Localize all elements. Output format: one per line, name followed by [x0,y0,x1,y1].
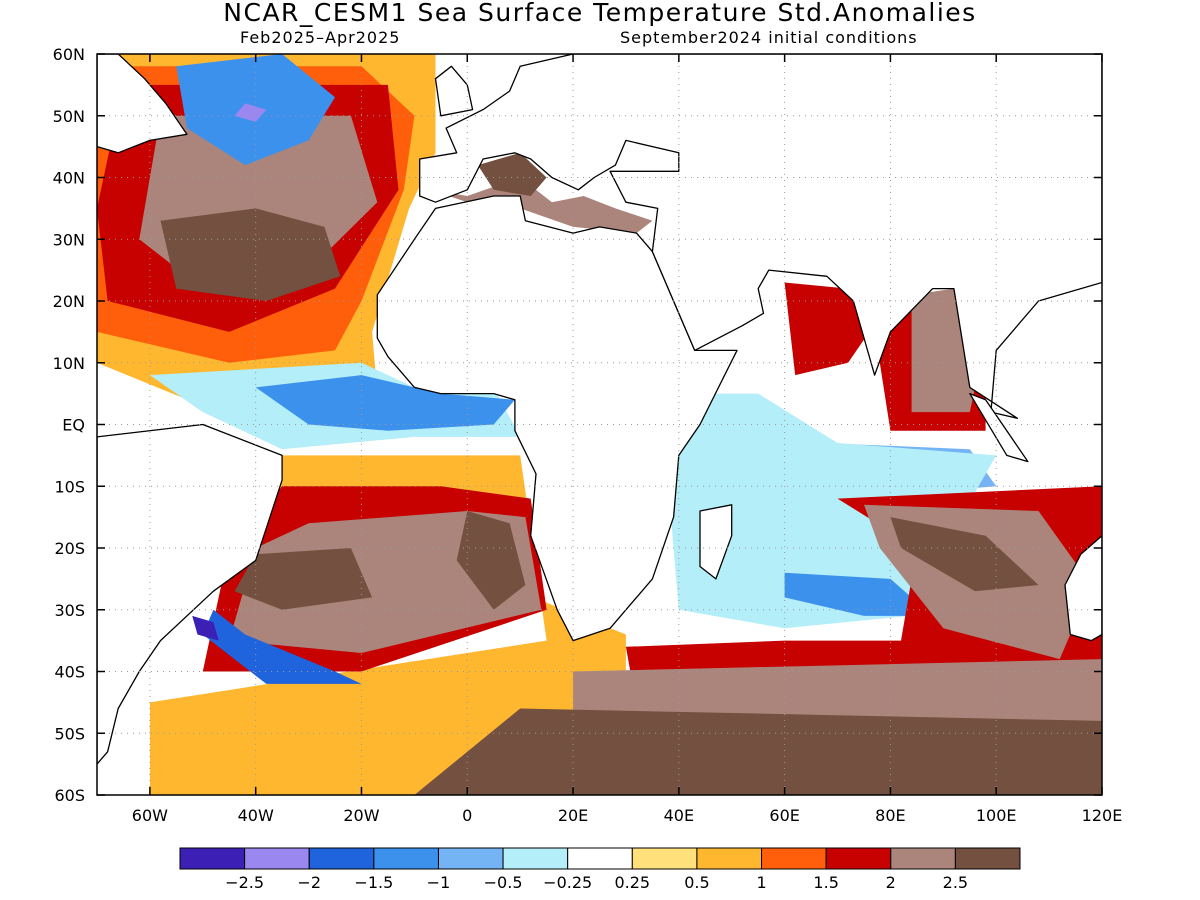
forecast-period-label: Feb2025–Apr2025 [240,28,401,47]
colorbar-swatch [890,847,956,870]
landmass-britain [434,65,474,117]
colorbar-swatch [308,847,375,870]
longitude-axis: 60W 40W 20W 0 20E 40E 60E 80E 100E 120E [132,54,1123,825]
colorbar-label: 0.25 [614,873,650,892]
anomaly-region [234,548,373,610]
lon-tick-label: 100E [976,806,1017,825]
lat-tick-label: EQ [62,416,85,435]
colorbar-label: −2 [297,873,321,892]
map-title: NCAR_CESM1 Sea Surface Temperature Std.A… [223,0,977,27]
lat-tick-label: 40N [53,169,85,188]
anomaly-region [784,572,933,616]
initial-conditions-label: September2024 initial conditions [620,28,918,47]
landmass-south-america [97,423,283,765]
colorbar-label: 1.5 [813,873,838,892]
colorbar-label: −1 [427,873,451,892]
lon-tick-label: 60E [769,806,799,825]
anomaly-region [234,103,267,122]
lat-tick-label: 20S [54,539,85,558]
lat-tick-label: 30N [53,230,85,249]
latitude-axis: 60N 50N 40N 30N 20N 10N EQ 10S 20S 30S 40S 50S 60S [53,45,1102,805]
colorbar-label: −0.5 [484,873,523,892]
anomaly-region [160,208,341,301]
lon-tick-label: 0 [462,806,472,825]
landmass-europe [419,54,1102,419]
colorbar-swatch [373,847,439,870]
lat-tick-label: 50N [53,107,85,126]
lon-tick-label: 120E [1082,806,1123,825]
colorbar-swatch [567,847,633,870]
landmass-north-america [97,54,188,154]
anomaly-region [890,517,1039,592]
anomaly-region [477,152,547,196]
colorbar-swatch [954,847,1021,870]
lat-tick-label: 10S [54,477,85,496]
lat-tick-label: 40S [54,663,85,682]
lat-tick-label: 10N [53,354,85,373]
landmass-africa [376,195,738,642]
colorbar: −2.5 −2 −1.5 −1 −0.5 −0.25 0.25 0.5 1 1.5 2 2.5 [179,847,1021,892]
lat-tick-label: 30S [54,601,85,620]
colorbar-label: 1 [756,873,766,892]
lon-tick-label: 20W [343,806,379,825]
colorbar-swatch [825,847,892,870]
lat-tick-label: 60N [53,45,85,64]
anomaly-region [202,609,362,684]
colorbar-swatch [761,847,827,870]
colorbar-label: −0.25 [543,873,592,892]
lon-tick-label: 40W [238,806,274,825]
landmass-madagascar [699,504,733,580]
lat-tick-label: 60S [54,786,85,805]
lon-tick-label: 80E [875,806,905,825]
anomaly-region [192,615,219,641]
anomaly-region [456,511,526,610]
landmass-australia [1064,535,1102,642]
lat-tick-label: 50S [54,724,85,743]
anomaly-region [430,177,653,234]
anomaly-layer [97,54,1102,795]
colorbar-label: −2.5 [225,873,264,892]
anomaly-region [255,375,515,431]
colorbar-swatch [244,847,310,870]
landmass-sumatra [969,392,1029,463]
lon-tick-label: 60W [132,806,168,825]
anomaly-region [414,708,1102,795]
colorbar-swatch [631,847,698,870]
colorbar-swatch [502,847,569,870]
colorbar-swatch [179,847,246,870]
colorbar-label: 2 [886,873,896,892]
lat-tick-label: 20N [53,292,85,311]
lon-tick-label: 40E [664,806,694,825]
land-layer [97,54,1102,765]
colorbar-swatch [437,847,504,870]
lon-tick-label: 20E [558,806,588,825]
colorbar-swatch [696,847,763,870]
colorbar-label: 0.5 [684,873,709,892]
colorbar-label: −1.5 [354,873,393,892]
colorbar-label: 2.5 [943,873,968,892]
